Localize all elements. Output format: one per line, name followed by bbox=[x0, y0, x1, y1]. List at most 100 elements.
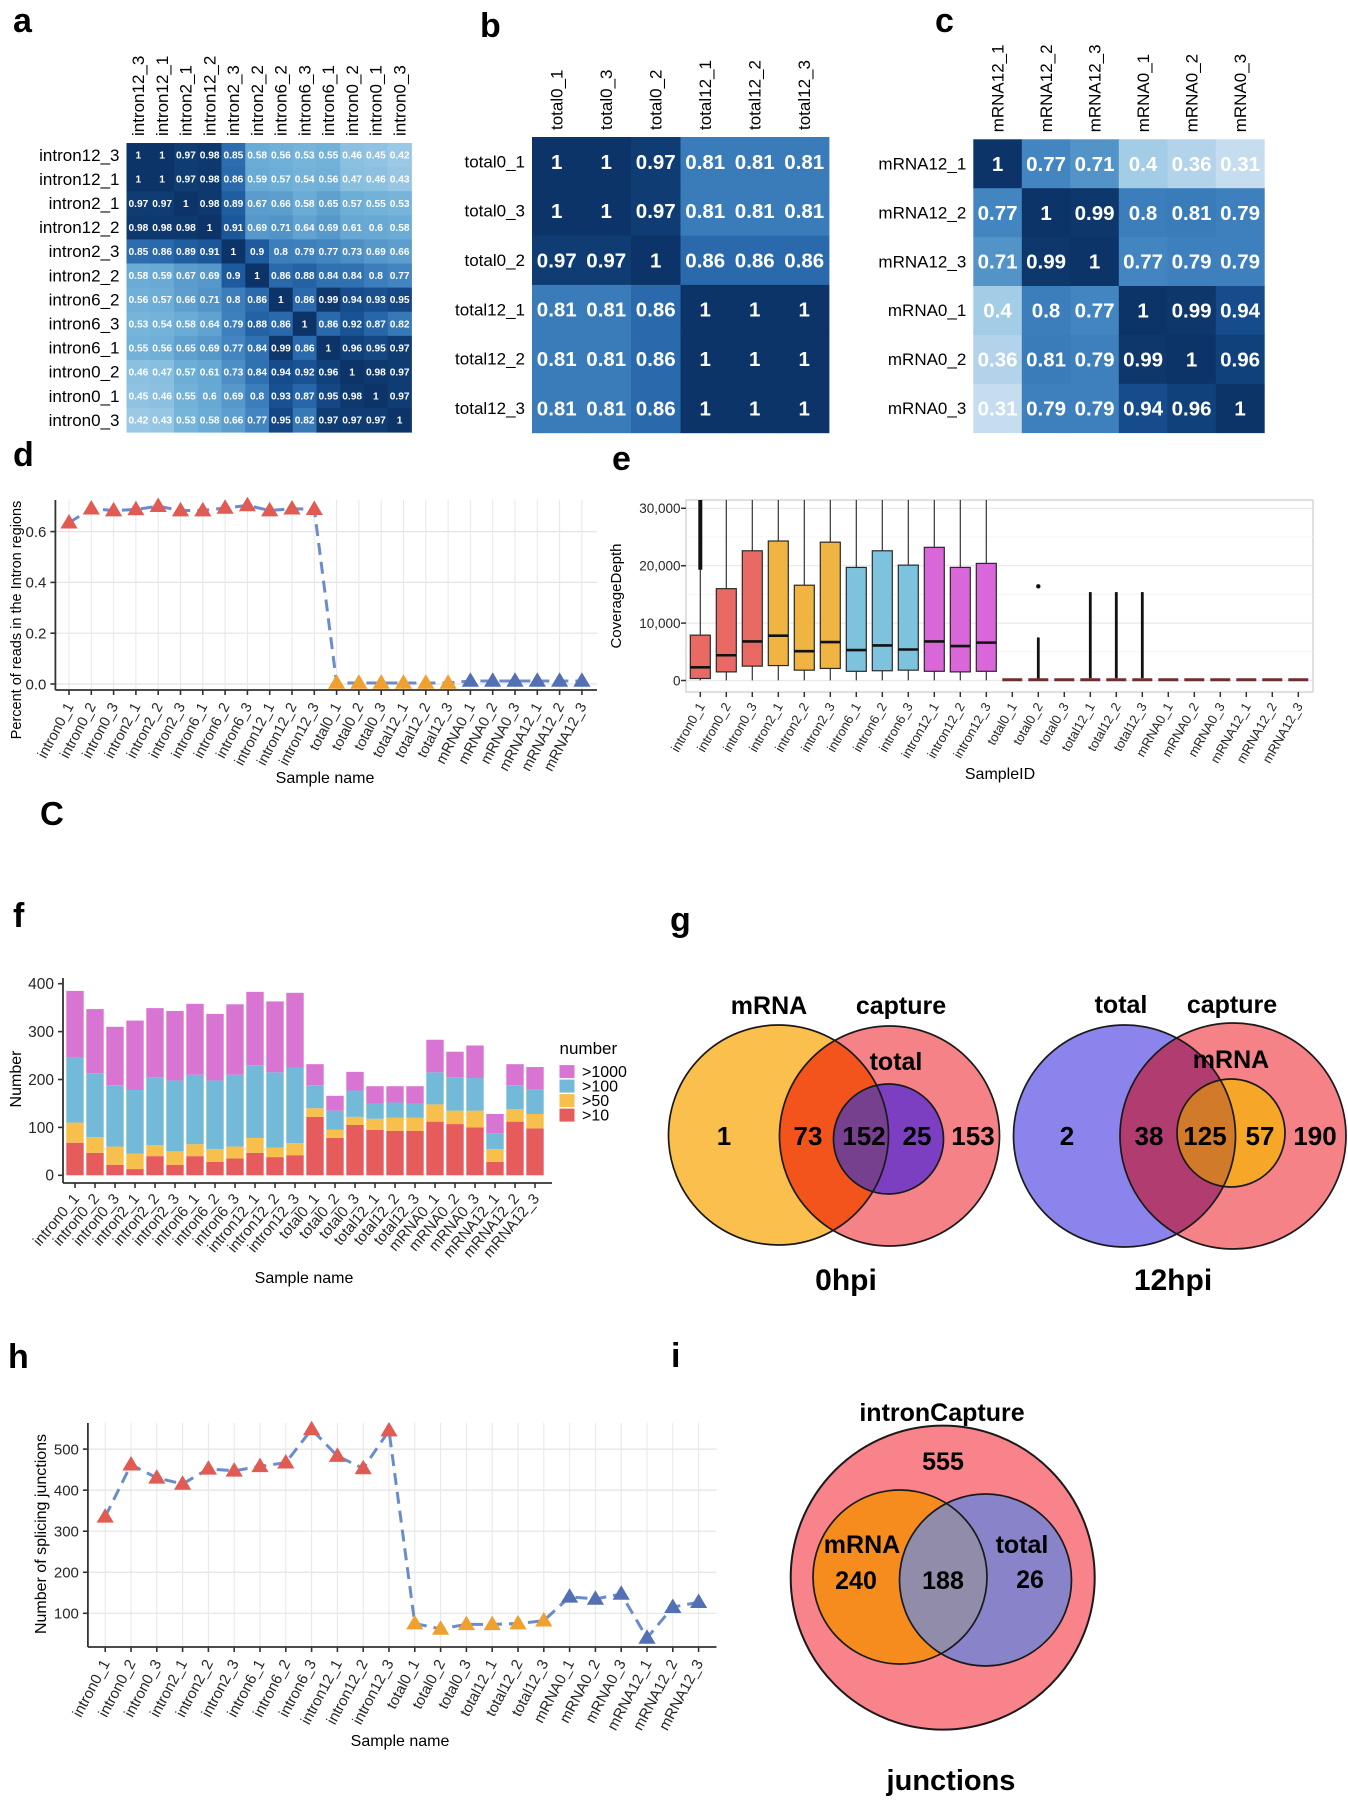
svg-text:0.61: 0.61 bbox=[200, 368, 220, 379]
svg-text:intron0_2: intron0_2 bbox=[343, 65, 362, 136]
svg-text:0.69: 0.69 bbox=[223, 392, 243, 403]
svg-text:0.71: 0.71 bbox=[978, 251, 1018, 274]
svg-text:0.86: 0.86 bbox=[318, 319, 338, 330]
svg-text:mRNA0_1: mRNA0_1 bbox=[1134, 54, 1153, 132]
svg-text:d: d bbox=[13, 436, 34, 474]
svg-text:0.73: 0.73 bbox=[342, 247, 362, 258]
svg-text:0.97: 0.97 bbox=[366, 416, 386, 427]
svg-text:0.59: 0.59 bbox=[247, 175, 267, 186]
svg-text:0.84: 0.84 bbox=[247, 343, 267, 354]
svg-text:25: 25 bbox=[903, 1121, 932, 1151]
svg-text:0.66: 0.66 bbox=[271, 199, 291, 210]
svg-text:0.42: 0.42 bbox=[128, 416, 148, 427]
svg-text:mRNA12_2: mRNA12_2 bbox=[878, 203, 966, 222]
svg-text:0.97: 0.97 bbox=[537, 249, 577, 272]
svg-text:0.4: 0.4 bbox=[1129, 153, 1158, 176]
svg-text:0.97: 0.97 bbox=[128, 199, 148, 210]
svg-text:0.8: 0.8 bbox=[226, 295, 240, 306]
svg-text:Number of splicing junctions: Number of splicing junctions bbox=[33, 1434, 50, 1634]
svg-text:1: 1 bbox=[159, 175, 165, 186]
svg-text:1: 1 bbox=[278, 295, 284, 306]
svg-text:0.94: 0.94 bbox=[271, 368, 291, 379]
svg-text:0.46: 0.46 bbox=[366, 175, 386, 186]
svg-text:junctions: junctions bbox=[886, 1765, 1016, 1797]
svg-text:intron6_1: intron6_1 bbox=[49, 339, 120, 358]
svg-text:0.81: 0.81 bbox=[735, 151, 775, 174]
svg-text:0.46: 0.46 bbox=[342, 151, 362, 162]
svg-text:0.97: 0.97 bbox=[152, 199, 172, 210]
svg-text:Number: Number bbox=[8, 1050, 25, 1108]
svg-text:total12_1: total12_1 bbox=[455, 300, 525, 319]
svg-text:0.6: 0.6 bbox=[369, 223, 383, 234]
svg-text:intron0_1: intron0_1 bbox=[49, 387, 120, 406]
svg-text:mRNA: mRNA bbox=[731, 992, 807, 1020]
svg-text:0.4: 0.4 bbox=[26, 575, 47, 592]
svg-text:0.87: 0.87 bbox=[366, 319, 386, 330]
svg-text:0.85: 0.85 bbox=[128, 247, 148, 258]
svg-text:0.64: 0.64 bbox=[295, 223, 315, 234]
svg-text:0.81: 0.81 bbox=[586, 397, 626, 420]
svg-text:number: number bbox=[560, 1039, 618, 1058]
svg-text:intron6_3: intron6_3 bbox=[295, 65, 314, 136]
svg-text:0.8: 0.8 bbox=[274, 247, 288, 258]
svg-text:1: 1 bbox=[799, 348, 810, 371]
svg-text:0hpi: 0hpi bbox=[815, 1264, 877, 1297]
svg-text:0.53: 0.53 bbox=[176, 416, 196, 427]
svg-text:0.97: 0.97 bbox=[390, 392, 410, 403]
svg-text:0.97: 0.97 bbox=[342, 416, 362, 427]
svg-text:0.56: 0.56 bbox=[318, 175, 338, 186]
svg-text:0.77: 0.77 bbox=[978, 202, 1018, 225]
svg-text:1: 1 bbox=[302, 319, 308, 330]
svg-text:0.95: 0.95 bbox=[366, 343, 386, 354]
svg-text:0.77: 0.77 bbox=[1026, 153, 1066, 176]
svg-text:a: a bbox=[13, 2, 33, 40]
svg-text:0.86: 0.86 bbox=[271, 271, 291, 282]
svg-text:1: 1 bbox=[551, 151, 562, 174]
svg-text:1: 1 bbox=[799, 397, 810, 420]
svg-text:intron2_2: intron2_2 bbox=[248, 65, 267, 136]
svg-text:total0_2: total0_2 bbox=[465, 251, 526, 270]
svg-text:mRNA0_2: mRNA0_2 bbox=[1182, 54, 1201, 132]
svg-text:0.53: 0.53 bbox=[128, 319, 148, 330]
svg-text:0.86: 0.86 bbox=[152, 247, 172, 258]
svg-text:0.71: 0.71 bbox=[271, 223, 291, 234]
svg-text:152: 152 bbox=[842, 1121, 885, 1151]
svg-text:0.46: 0.46 bbox=[128, 368, 148, 379]
svg-text:0.46: 0.46 bbox=[152, 392, 172, 403]
svg-text:0.81: 0.81 bbox=[537, 348, 577, 371]
svg-text:capture: capture bbox=[856, 992, 946, 1020]
svg-text:0.86: 0.86 bbox=[295, 295, 315, 306]
svg-text:0.97: 0.97 bbox=[636, 151, 676, 174]
svg-text:0.36: 0.36 bbox=[1172, 153, 1212, 176]
svg-text:0.79: 0.79 bbox=[1026, 397, 1066, 420]
svg-text:intron6_2: intron6_2 bbox=[272, 65, 291, 136]
svg-text:mRNA: mRNA bbox=[824, 1531, 900, 1559]
svg-text:Sample name: Sample name bbox=[351, 1733, 450, 1750]
svg-text:0.97: 0.97 bbox=[176, 151, 196, 162]
svg-text:h: h bbox=[8, 1338, 29, 1376]
svg-text:1: 1 bbox=[1137, 300, 1148, 323]
svg-text:total0_1: total0_1 bbox=[465, 152, 526, 171]
svg-text:mRNA12_3: mRNA12_3 bbox=[1085, 44, 1104, 132]
svg-text:0.36: 0.36 bbox=[978, 349, 1018, 372]
svg-text:0.47: 0.47 bbox=[152, 368, 172, 379]
svg-text:mRNA12_3: mRNA12_3 bbox=[878, 252, 966, 271]
svg-text:0.98: 0.98 bbox=[152, 223, 172, 234]
svg-text:0.67: 0.67 bbox=[176, 271, 196, 282]
svg-text:0.98: 0.98 bbox=[200, 175, 220, 186]
svg-text:1: 1 bbox=[551, 200, 562, 223]
svg-text:0.85: 0.85 bbox=[223, 151, 243, 162]
svg-text:1: 1 bbox=[207, 223, 213, 234]
svg-text:0.57: 0.57 bbox=[342, 199, 362, 210]
svg-text:73: 73 bbox=[794, 1121, 823, 1151]
svg-text:0.96: 0.96 bbox=[342, 343, 362, 354]
svg-text:intron12_2: intron12_2 bbox=[200, 56, 219, 136]
svg-text:>50: >50 bbox=[582, 1093, 609, 1110]
svg-text:0.79: 0.79 bbox=[295, 247, 315, 258]
svg-text:0.65: 0.65 bbox=[318, 199, 338, 210]
svg-text:200: 200 bbox=[54, 1565, 79, 1582]
svg-text:intron6_2: intron6_2 bbox=[49, 290, 120, 309]
svg-text:0.99: 0.99 bbox=[1075, 202, 1115, 225]
svg-text:>1000: >1000 bbox=[582, 1064, 627, 1081]
svg-text:0.79: 0.79 bbox=[1220, 251, 1260, 274]
